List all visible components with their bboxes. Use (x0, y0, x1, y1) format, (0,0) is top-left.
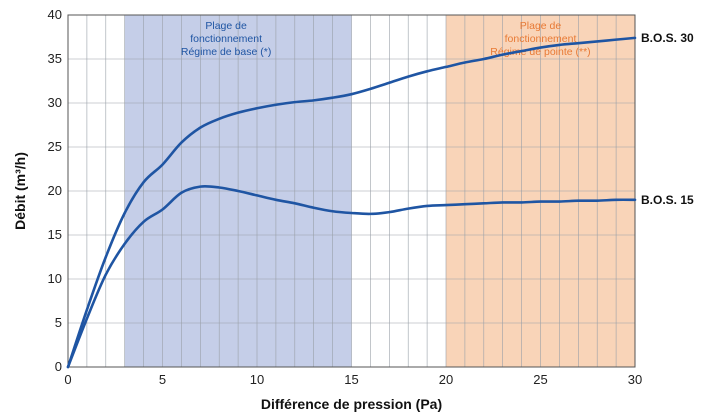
x-tick-label: 20 (439, 372, 453, 387)
y-tick-label: 15 (48, 227, 62, 242)
x-axis-title: Différence de pression (Pa) (261, 396, 442, 412)
plot-frame (67, 14, 636, 368)
x-tick-label: 5 (159, 372, 166, 387)
x-tick-label: 30 (628, 372, 642, 387)
y-tick-label: 5 (55, 315, 62, 330)
x-tick-label: 10 (250, 372, 264, 387)
zone-label-line: Plage de (520, 20, 562, 32)
series-line-b-o-s-15 (66, 184, 637, 369)
zone-label-line: Régime de base (*) (181, 46, 271, 58)
series-label-b-o-s-15: B.O.S. 15 (641, 193, 694, 207)
y-tick-label: 20 (48, 183, 62, 198)
y-tick-label: 0 (55, 359, 62, 374)
x-tick-label: 0 (64, 372, 71, 387)
zone-label-line: fonctionnement (190, 33, 262, 45)
y-tick-label: 35 (48, 51, 62, 66)
y-tick-label: 30 (48, 95, 62, 110)
x-tick-label: 15 (344, 372, 358, 387)
x-tick-labels: 0 5 10 15 20 25 30 (64, 372, 642, 387)
y-tick-label: 10 (48, 271, 62, 286)
zone-label-line: Plage de (205, 20, 247, 32)
y-tick-label: 25 (48, 139, 62, 154)
series-label-b-o-s-30: B.O.S. 30 (641, 31, 694, 45)
zone-label-line: fonctionnement (505, 33, 577, 45)
zone-label-line: Régime de pointe (**) (490, 46, 590, 58)
x-tick-label: 25 (533, 372, 547, 387)
y-tick-label: 40 (48, 7, 62, 22)
y-axis-title: Débit (m³/h) (12, 152, 28, 230)
series-lines (66, 36, 637, 369)
series-line-b-o-s-30 (66, 36, 637, 369)
y-tick-labels: 0 5 10 15 20 25 30 35 40 (48, 7, 62, 374)
series-labels: B.O.S. 30 B.O.S. 15 (641, 31, 694, 207)
grid-lines (68, 15, 635, 367)
